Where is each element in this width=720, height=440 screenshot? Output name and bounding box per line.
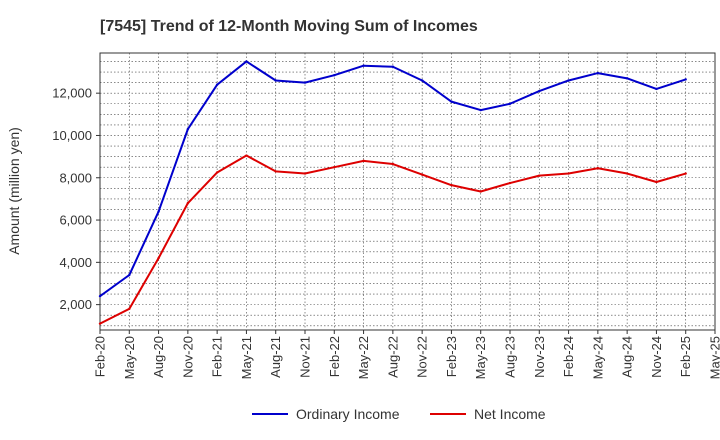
x-tick-label: May-24 bbox=[590, 336, 605, 379]
ordinary-income-point bbox=[567, 79, 570, 82]
series bbox=[98, 60, 687, 325]
y-tick-label: 10,000 bbox=[52, 128, 92, 143]
y-tick-label: 8,000 bbox=[59, 170, 92, 185]
x-tick-label: Aug-24 bbox=[620, 336, 635, 378]
x-tick-label: May-21 bbox=[239, 336, 254, 379]
net-income-point bbox=[157, 256, 160, 260]
net-income-point bbox=[303, 172, 307, 175]
net-income-point bbox=[538, 174, 541, 177]
ordinary-income-point bbox=[98, 294, 102, 298]
x-tick-label: Nov-22 bbox=[415, 336, 430, 378]
x-tick-label: Nov-24 bbox=[649, 336, 664, 378]
net-income-point bbox=[420, 173, 424, 176]
net-income-point bbox=[625, 172, 629, 175]
ordinary-income-point bbox=[596, 71, 600, 75]
x-tick-label: Aug-20 bbox=[151, 336, 166, 378]
ordinary-income-point bbox=[274, 79, 277, 82]
net-income-point bbox=[684, 172, 687, 175]
net-income-point bbox=[245, 154, 248, 157]
net-income-point bbox=[567, 172, 570, 175]
legend: Ordinary Income Net Income bbox=[252, 406, 546, 422]
net-income-point bbox=[391, 162, 395, 166]
ordinary-income-point bbox=[333, 74, 336, 77]
y-tick-label: 12,000 bbox=[52, 86, 92, 101]
net-income-point bbox=[128, 307, 131, 311]
ordinary-income-point bbox=[420, 79, 424, 82]
y-axis-label: Amount (million yen) bbox=[6, 127, 22, 255]
x-tick-label: Aug-21 bbox=[268, 336, 283, 378]
x-tick-label: Aug-23 bbox=[503, 336, 518, 378]
net-income-point bbox=[186, 201, 190, 205]
net-income-point bbox=[655, 180, 658, 184]
x-tick-label: Feb-22 bbox=[327, 336, 342, 377]
x-tick-label: May-20 bbox=[122, 336, 137, 379]
ordinary-income-point bbox=[128, 273, 131, 277]
net-income-point bbox=[479, 190, 482, 193]
y-axis: 2,000 4,000 6,000 8,000 10,000 12,000 bbox=[52, 86, 100, 312]
x-tick-label: May-25 bbox=[708, 336, 720, 379]
y-tick-label: 4,000 bbox=[59, 255, 92, 270]
ordinary-income-point bbox=[303, 81, 307, 84]
ordinary-income-point bbox=[508, 102, 512, 105]
ordinary-income-point bbox=[684, 78, 687, 81]
ordinary-income-point bbox=[450, 100, 453, 103]
x-tick-label: Feb-21 bbox=[210, 336, 225, 377]
ordinary-income-point bbox=[157, 210, 160, 213]
x-tick-label: Nov-21 bbox=[298, 336, 313, 378]
net-income-legend-label: Net Income bbox=[474, 406, 546, 422]
x-tick-label: Aug-22 bbox=[385, 336, 400, 378]
ordinary-income-point bbox=[215, 83, 219, 86]
net-income-point bbox=[274, 170, 277, 173]
ordinary-income-point bbox=[625, 77, 629, 80]
x-tick-label: Feb-25 bbox=[678, 336, 693, 377]
ordinary-income-point bbox=[362, 64, 365, 67]
y-tick-label: 2,000 bbox=[59, 297, 92, 312]
ordinary-income-legend-label: Ordinary Income bbox=[296, 406, 400, 422]
net-income-point bbox=[450, 183, 453, 187]
ordinary-income-point bbox=[186, 127, 190, 131]
grid bbox=[99, 53, 716, 330]
x-tick-label: May-23 bbox=[473, 336, 488, 379]
x-tick-label: Feb-23 bbox=[444, 336, 459, 377]
ordinary-income-point bbox=[245, 60, 248, 63]
net-income-point bbox=[98, 322, 102, 325]
ordinary-income-point bbox=[655, 87, 658, 91]
net-income-point bbox=[362, 159, 365, 163]
ordinary-income-point bbox=[538, 89, 541, 93]
net-income-point bbox=[215, 171, 219, 174]
x-axis: Feb-20 May-20 Aug-20 Nov-20 Feb-21 May-21 Aug-… bbox=[93, 330, 720, 379]
y-tick-label: 6,000 bbox=[59, 213, 92, 228]
net-income-point bbox=[508, 181, 512, 185]
x-tick-label: Feb-20 bbox=[93, 336, 108, 377]
x-tick-label: Nov-20 bbox=[180, 336, 195, 378]
x-tick-label: Feb-24 bbox=[561, 336, 576, 377]
plot-frame bbox=[99, 52, 716, 331]
ordinary-income-point bbox=[391, 65, 395, 68]
x-tick-label: Nov-23 bbox=[532, 336, 547, 378]
ordinary-income-point bbox=[479, 108, 482, 112]
net-income-point bbox=[596, 167, 600, 170]
net-income-point bbox=[333, 165, 336, 169]
x-tick-label: May-22 bbox=[356, 336, 371, 379]
chart-title: [7545] Trend of 12-Month Moving Sum of I… bbox=[100, 18, 478, 35]
